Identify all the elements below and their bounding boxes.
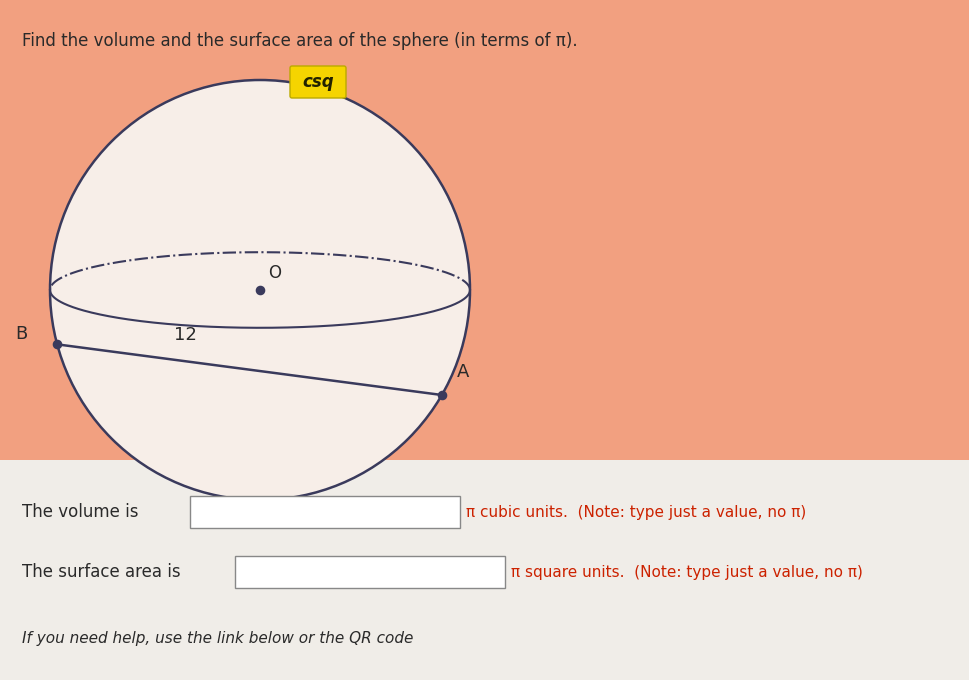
Bar	[235, 556, 505, 588]
Text: O: O	[268, 264, 281, 282]
Point	[49, 339, 65, 350]
Text: B: B	[15, 325, 27, 343]
Text: 12: 12	[173, 326, 197, 344]
Text: Find the volume and the surface area of the sphere (in terms of π).: Find the volume and the surface area of …	[22, 32, 578, 50]
FancyBboxPatch shape	[290, 66, 346, 98]
Text: The volume is: The volume is	[22, 503, 139, 521]
Bar	[0, 460, 969, 680]
Text: If you need help, use the link below or the QR code: If you need help, use the link below or …	[22, 630, 414, 645]
Text: π cubic units.  (Note: type just a value, no π): π cubic units. (Note: type just a value,…	[466, 505, 806, 520]
Bar	[190, 496, 460, 528]
Circle shape	[50, 80, 470, 500]
Text: π square units.  (Note: type just a value, no π): π square units. (Note: type just a value…	[511, 564, 862, 579]
Point	[252, 284, 267, 295]
Bar	[0, 0, 969, 460]
Text: The surface area is: The surface area is	[22, 563, 180, 581]
Point	[434, 390, 450, 401]
Text: csq: csq	[302, 73, 333, 91]
Text: A: A	[456, 363, 469, 381]
